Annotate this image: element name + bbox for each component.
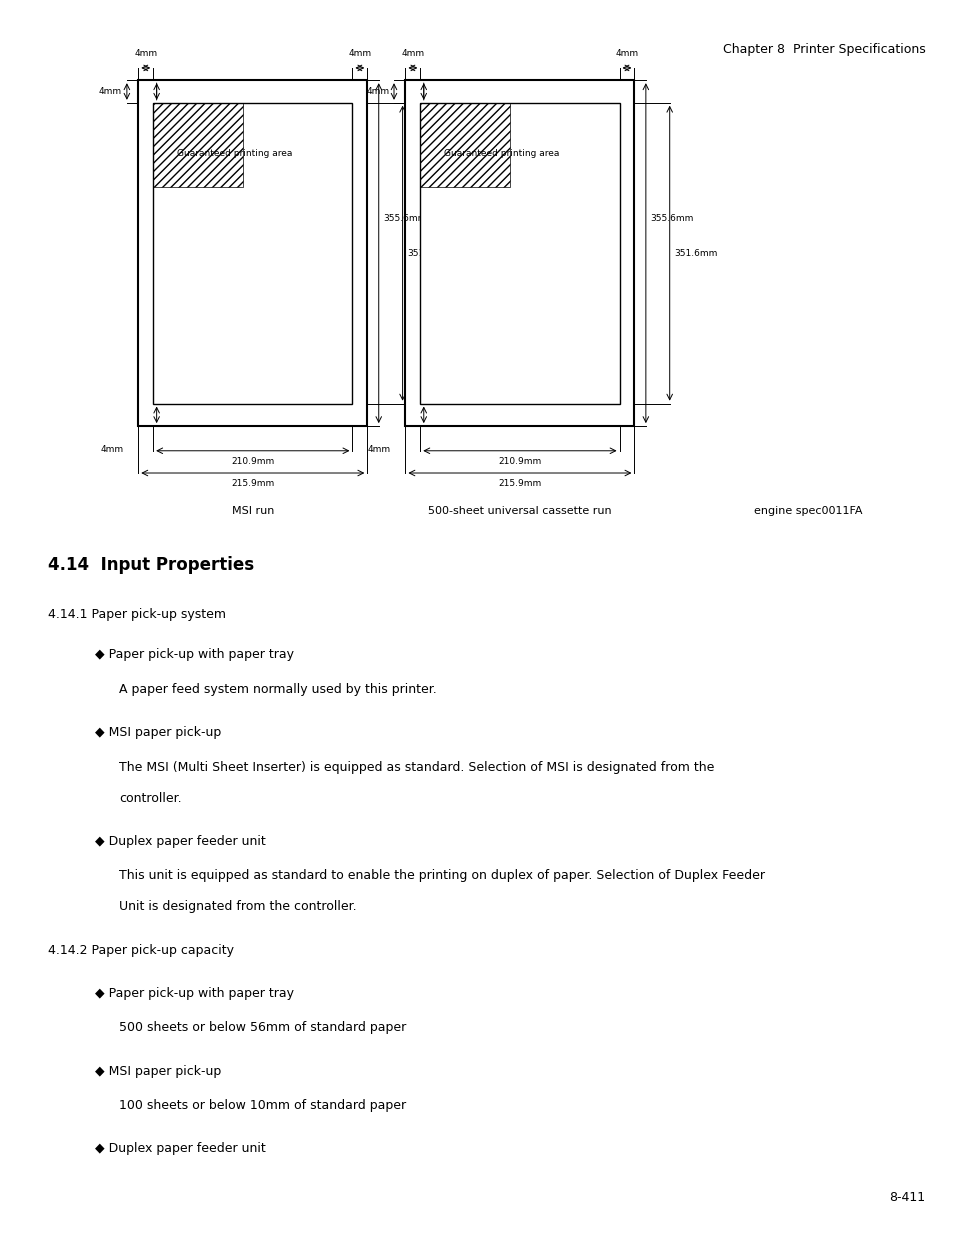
Text: 4.14  Input Properties: 4.14 Input Properties (48, 556, 253, 574)
Text: ◆ Paper pick-up with paper tray: ◆ Paper pick-up with paper tray (95, 648, 294, 662)
Text: ◆ Duplex paper feeder unit: ◆ Duplex paper feeder unit (95, 835, 266, 848)
Text: 4.14.2 Paper pick-up capacity: 4.14.2 Paper pick-up capacity (48, 944, 233, 957)
Text: 500 sheets or below 56mm of standard paper: 500 sheets or below 56mm of standard pap… (119, 1021, 406, 1035)
Text: Unit is designated from the controller.: Unit is designated from the controller. (119, 900, 356, 914)
Text: MSI run: MSI run (232, 506, 274, 516)
Text: 351.6mm: 351.6mm (407, 248, 450, 258)
Text: 351.6mm: 351.6mm (674, 248, 717, 258)
Text: 215.9mm: 215.9mm (231, 479, 274, 488)
Text: 355.6mm: 355.6mm (383, 214, 426, 224)
Text: controller.: controller. (119, 792, 182, 805)
Text: 355.6mm: 355.6mm (650, 214, 693, 224)
Text: ◆ MSI paper pick-up: ◆ MSI paper pick-up (95, 726, 221, 740)
Text: 4mm: 4mm (99, 86, 122, 96)
Text: Guaranteed printing area: Guaranteed printing area (444, 149, 559, 158)
Text: 4mm: 4mm (134, 49, 157, 58)
Text: The MSI (Multi Sheet Inserter) is equipped as standard. Selection of MSI is desi: The MSI (Multi Sheet Inserter) is equipp… (119, 761, 714, 774)
Text: ◆ Paper pick-up with paper tray: ◆ Paper pick-up with paper tray (95, 987, 294, 1000)
Text: 4mm: 4mm (348, 49, 371, 58)
Text: 4mm: 4mm (366, 86, 389, 96)
Bar (405, 80, 634, 426)
Text: 210.9mm: 210.9mm (231, 457, 274, 466)
Text: 4.14.1 Paper pick-up system: 4.14.1 Paper pick-up system (48, 608, 226, 621)
Bar (420, 103, 618, 404)
Text: engine spec0011FA: engine spec0011FA (753, 506, 862, 516)
Text: 4mm: 4mm (401, 49, 424, 58)
Bar (420, 103, 510, 186)
Text: 4mm: 4mm (101, 445, 124, 453)
Text: A paper feed system normally used by this printer.: A paper feed system normally used by thi… (119, 683, 436, 697)
Text: 500-sheet universal cassette run: 500-sheet universal cassette run (428, 506, 611, 516)
Text: 4mm: 4mm (615, 49, 638, 58)
Bar (153, 103, 352, 404)
Text: 100 sheets or below 10mm of standard paper: 100 sheets or below 10mm of standard pap… (119, 1099, 406, 1113)
Bar (153, 103, 243, 186)
Text: 215.9mm: 215.9mm (497, 479, 541, 488)
Text: 210.9mm: 210.9mm (497, 457, 541, 466)
Text: Chapter 8  Printer Specifications: Chapter 8 Printer Specifications (721, 43, 924, 57)
Text: This unit is equipped as standard to enable the printing on duplex of paper. Sel: This unit is equipped as standard to ena… (119, 869, 764, 883)
Text: ◆ Duplex paper feeder unit: ◆ Duplex paper feeder unit (95, 1142, 266, 1156)
Text: 4mm: 4mm (368, 445, 391, 453)
Text: Guaranteed printing area: Guaranteed printing area (177, 149, 293, 158)
Text: 8-411: 8-411 (888, 1191, 924, 1204)
Text: ◆ MSI paper pick-up: ◆ MSI paper pick-up (95, 1065, 221, 1078)
Bar (138, 80, 367, 426)
